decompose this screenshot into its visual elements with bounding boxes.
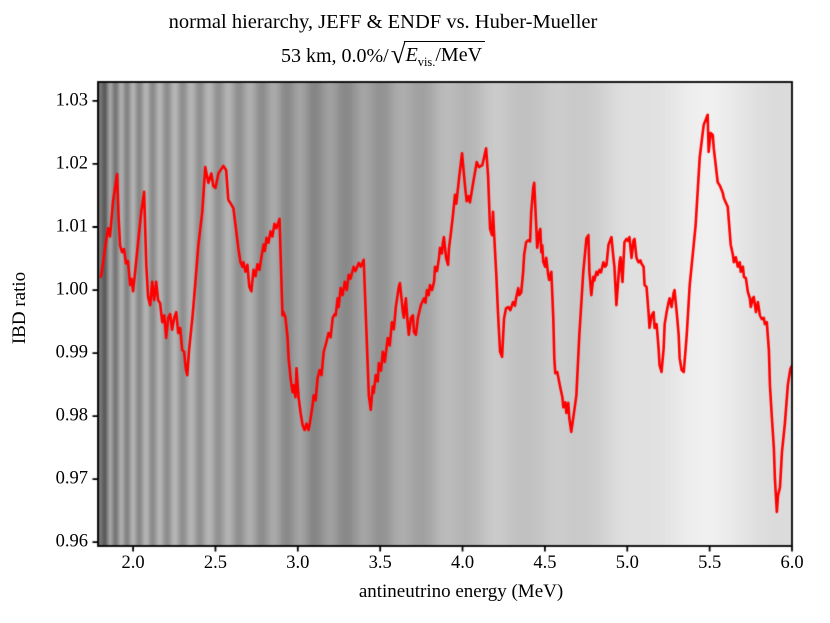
x-tick-label: 5.5 <box>698 553 722 573</box>
y-tick-label: 1.03 <box>55 90 88 111</box>
x-tick-label: 3.0 <box>286 553 310 573</box>
sqrt-radicand: Evis./MeV <box>403 41 486 70</box>
chart-subtitle: 53 km, 0.0%/ √ Evis./MeV <box>280 39 486 70</box>
y-tick-label: 0.98 <box>55 405 88 426</box>
chart-title: normal hierarchy, JEFF & ENDF vs. Huber-… <box>168 11 598 33</box>
x-tick-label: 4.0 <box>450 553 475 573</box>
y-tick-label: 1.02 <box>55 153 88 174</box>
subtitle-unit: /MeV <box>435 44 483 66</box>
sqrt-radical-icon: √ <box>390 39 406 69</box>
y-tick-label: 0.96 <box>55 531 88 552</box>
x-axis-label: antineutrino energy (MeV) <box>358 581 564 602</box>
x-tick-label: 5.0 <box>615 553 639 573</box>
y-tick-label: 0.99 <box>55 342 88 363</box>
subtitle-evis-sub: vis. <box>417 55 436 69</box>
x-tick-label: 4.5 <box>533 553 557 573</box>
x-tick-label: 2.5 <box>203 553 227 573</box>
x-tick-label: 6.0 <box>780 553 804 573</box>
y-tick-label: 1.01 <box>55 216 88 237</box>
x-tick-label: 2.0 <box>121 553 145 573</box>
y-tick-label: 0.97 <box>55 468 88 489</box>
subtitle-prefix: 53 km, 0.0%/ <box>280 45 389 67</box>
subtitle-evis-var: E <box>405 44 418 66</box>
y-tick-label: 1.00 <box>55 279 88 300</box>
x-tick-label: 3.5 <box>368 553 392 573</box>
